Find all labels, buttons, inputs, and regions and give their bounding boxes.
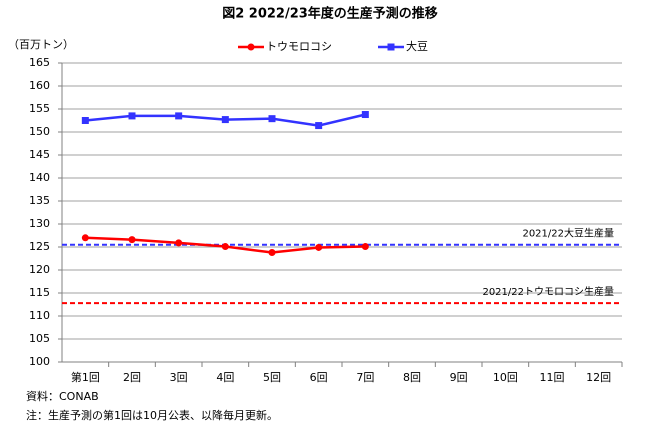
marker [175,112,183,120]
marker [268,115,276,123]
chart-title: 図2 2022/23年度の生産予測の推移 [222,6,438,22]
marker [128,236,136,244]
legend-label: 大豆 [406,39,428,53]
note: 資料：CONAB [26,389,99,403]
marker [221,243,229,251]
marker [268,249,276,257]
legend-label: トウモロコシ [266,40,332,53]
legend-marker [247,43,255,51]
y-tick-label: 165 [29,56,50,69]
y-tick-label: 130 [29,217,50,230]
y-tick-label: 100 [29,355,50,368]
y-tick-label: 115 [29,286,50,299]
x-tick-label: 5回 [263,371,281,384]
legend-marker [387,43,395,51]
y-tick-label: 110 [29,309,50,322]
y-tick-label: 135 [29,194,50,207]
marker [361,111,369,119]
marker [128,112,136,120]
x-tick-label: 12回 [586,371,611,384]
y-axis-label: （百万トン） [8,38,74,51]
marker [175,239,183,247]
y-tick-label: 155 [29,102,50,115]
x-tick-label: 3回 [170,371,188,384]
y-tick-label: 120 [29,263,50,276]
marker [221,116,229,124]
x-tick-label: 第1回 [71,370,100,384]
note: 注：生産予測の第1回は10月公表、以降毎月更新。 [26,408,278,422]
x-tick-label: 4回 [216,371,234,384]
marker [81,117,89,124]
marker [315,122,323,130]
reference-label: 2021/22大豆生産量 [522,227,614,240]
x-tick-label: 8回 [403,371,421,384]
x-tick-label: 10回 [493,371,518,384]
x-tick-label: 6回 [310,371,328,384]
marker [315,243,323,251]
y-tick-label: 140 [29,171,50,184]
reference-label: 2021/22トウモロコシ生産量 [482,285,614,298]
y-tick-label: 150 [29,125,50,138]
marker [81,234,89,242]
x-tick-label: 7回 [356,371,374,384]
marker [361,243,369,251]
x-tick-label: 11回 [540,371,565,384]
y-tick-label: 105 [29,332,50,345]
y-tick-label: 160 [29,79,50,92]
y-tick-label: 145 [29,148,50,161]
x-tick-label: 9回 [450,371,468,384]
x-tick-label: 2回 [123,371,141,384]
y-tick-label: 125 [29,240,50,253]
